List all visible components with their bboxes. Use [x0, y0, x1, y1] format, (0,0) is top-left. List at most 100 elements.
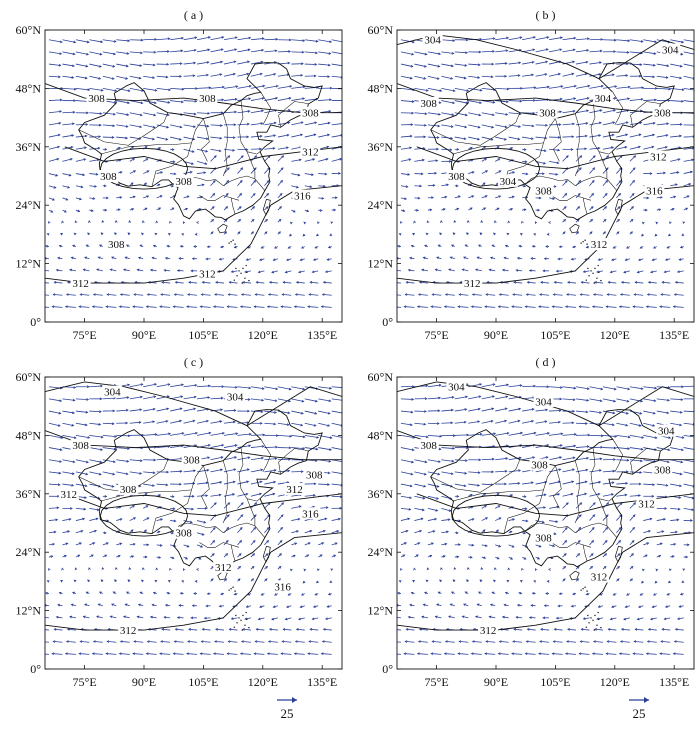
wind-vector [400, 518, 410, 521]
wind-vector [325, 617, 332, 620]
wind-vector [331, 75, 342, 78]
wind-vector [62, 75, 74, 79]
wind-vector [183, 420, 195, 424]
wind-vector [508, 75, 520, 77]
wind-vector [237, 49, 250, 53]
wind-vector [495, 124, 507, 128]
province-boundary [191, 118, 204, 143]
wind-vector [48, 507, 59, 509]
wind-vector [616, 146, 627, 150]
wind-vector [683, 471, 694, 475]
wind-vector [45, 270, 50, 272]
wind-vector [508, 196, 515, 199]
wind-vector [441, 88, 456, 92]
wind-vector [273, 605, 278, 608]
wind-vector [414, 112, 427, 115]
wind-vector [562, 180, 568, 186]
wind-vector [264, 50, 277, 53]
wind-vector [237, 468, 250, 473]
wind-vector [427, 88, 442, 92]
wind-vector [143, 505, 149, 509]
wind-vector [457, 653, 469, 655]
wind-vector [143, 517, 150, 521]
wind-vector [404, 653, 415, 655]
wind-vector [589, 109, 602, 114]
wind-vector [575, 540, 581, 546]
wind-vector [318, 518, 327, 521]
wind-vector [674, 640, 684, 643]
south-china-sea-island [592, 619, 594, 622]
contour-label: 308 [535, 186, 552, 198]
wind-vector [237, 481, 249, 485]
wind-vector [223, 206, 228, 211]
wind-vector [62, 123, 75, 126]
wind-vector [602, 527, 608, 533]
wind-vector [643, 386, 657, 389]
wind-vector [554, 281, 563, 284]
wind-vector [264, 398, 277, 402]
wind-vector [53, 640, 63, 643]
south-china-sea-island [590, 617, 592, 619]
wind-vector [575, 469, 588, 473]
wind-vector [62, 111, 75, 114]
wind-vector [264, 167, 270, 174]
wind-vector [602, 422, 615, 426]
wind-vector [48, 173, 58, 177]
wind-vector [634, 293, 644, 296]
wind-vector [105, 653, 117, 655]
wind-vector [214, 293, 225, 296]
wind-vector [468, 518, 475, 521]
wind-vector [186, 306, 198, 308]
wind-vector [643, 134, 655, 138]
wind-vector [331, 518, 341, 521]
wind-vector [250, 457, 264, 461]
wind-vector [553, 640, 563, 643]
wind-vector [200, 306, 211, 308]
wind-vector [490, 604, 496, 607]
lat-tick-label: 24°N [16, 545, 42, 559]
wind-vector [256, 628, 265, 631]
contour-label: 304 [104, 387, 121, 399]
province-boundary [191, 465, 204, 490]
wind-vector [237, 180, 243, 186]
wind-vector [616, 134, 628, 138]
wind-vector [616, 86, 631, 89]
wind-vector [421, 616, 428, 619]
wind-vector [183, 444, 197, 448]
wind-vector [264, 469, 277, 473]
wind-vector [477, 603, 482, 607]
wind-vector [602, 74, 615, 77]
wind-vector [210, 527, 216, 533]
wind-vector [116, 159, 122, 162]
contour-line [45, 532, 342, 631]
lat-tick-label: 60°N [368, 23, 394, 37]
wind-vector [475, 269, 482, 272]
lon-tick-label: 75°E [73, 328, 97, 342]
wind-vector [602, 493, 614, 497]
wind-vector [485, 640, 496, 643]
wind-vector [512, 293, 523, 296]
wind-vector [517, 604, 523, 607]
wind-vector [322, 640, 332, 643]
wind-vector [210, 61, 223, 65]
wind-vector [196, 532, 205, 536]
wind-vector [579, 653, 590, 655]
wind-vector [606, 306, 617, 308]
wind-vector [637, 270, 644, 273]
wind-vector [250, 469, 263, 473]
wind-vector [468, 395, 481, 400]
wind-vector [156, 136, 168, 141]
wind-vector [48, 134, 61, 138]
wind-vector [418, 640, 428, 643]
wind-vector [580, 293, 590, 296]
wind-vector [65, 306, 76, 308]
wind-vector [304, 410, 317, 415]
wind-vector [656, 518, 666, 521]
wind-vector [589, 180, 595, 186]
wind-vector [562, 193, 567, 199]
wind-vector [498, 653, 509, 655]
wind-vector [562, 85, 577, 89]
wind-vector [116, 409, 129, 412]
wind-vector [197, 482, 209, 485]
